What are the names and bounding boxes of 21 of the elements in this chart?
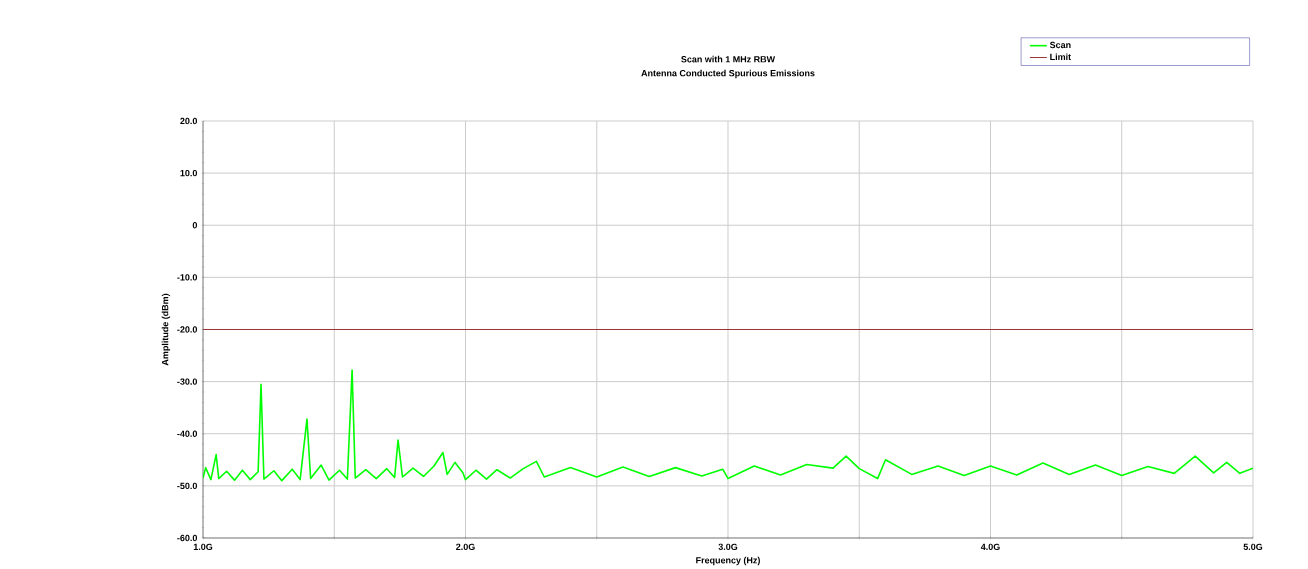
y-tick-label: -30.0 bbox=[177, 378, 198, 386]
legend-label: Scan bbox=[1049, 42, 1071, 49]
x-tick-label: 1.0G bbox=[193, 543, 213, 551]
x-axis-title: Frequency (Hz) bbox=[696, 557, 760, 566]
line-series bbox=[203, 369, 1253, 482]
x-tick-label: 4.0G bbox=[980, 543, 1000, 551]
y-tick-label: 0 bbox=[192, 222, 198, 229]
y-axis-title: Amplitude (dBm) bbox=[161, 294, 171, 366]
y-tick-label: -60.0 bbox=[177, 535, 198, 542]
legend-label: Limit bbox=[1050, 53, 1071, 61]
y-tick-label: -10.0 bbox=[177, 274, 198, 281]
y-tick-label: 20.0 bbox=[180, 118, 198, 125]
y-tick-label: -50.0 bbox=[177, 482, 198, 490]
x-tick-label: 2.0G bbox=[456, 543, 475, 551]
x-tick-label: 5.0G bbox=[1243, 543, 1263, 551]
y-tick-label: 10.0 bbox=[180, 170, 198, 177]
y-tick-label: -20.0 bbox=[177, 326, 198, 333]
y-tick-label: -40.0 bbox=[177, 430, 198, 438]
x-tick-label: 3.0G bbox=[718, 543, 738, 551]
chart-subtitle: Antenna Conducted Spurious Emissions bbox=[641, 70, 815, 79]
chart-title: Scan with 1 MHz RBW bbox=[681, 56, 776, 63]
